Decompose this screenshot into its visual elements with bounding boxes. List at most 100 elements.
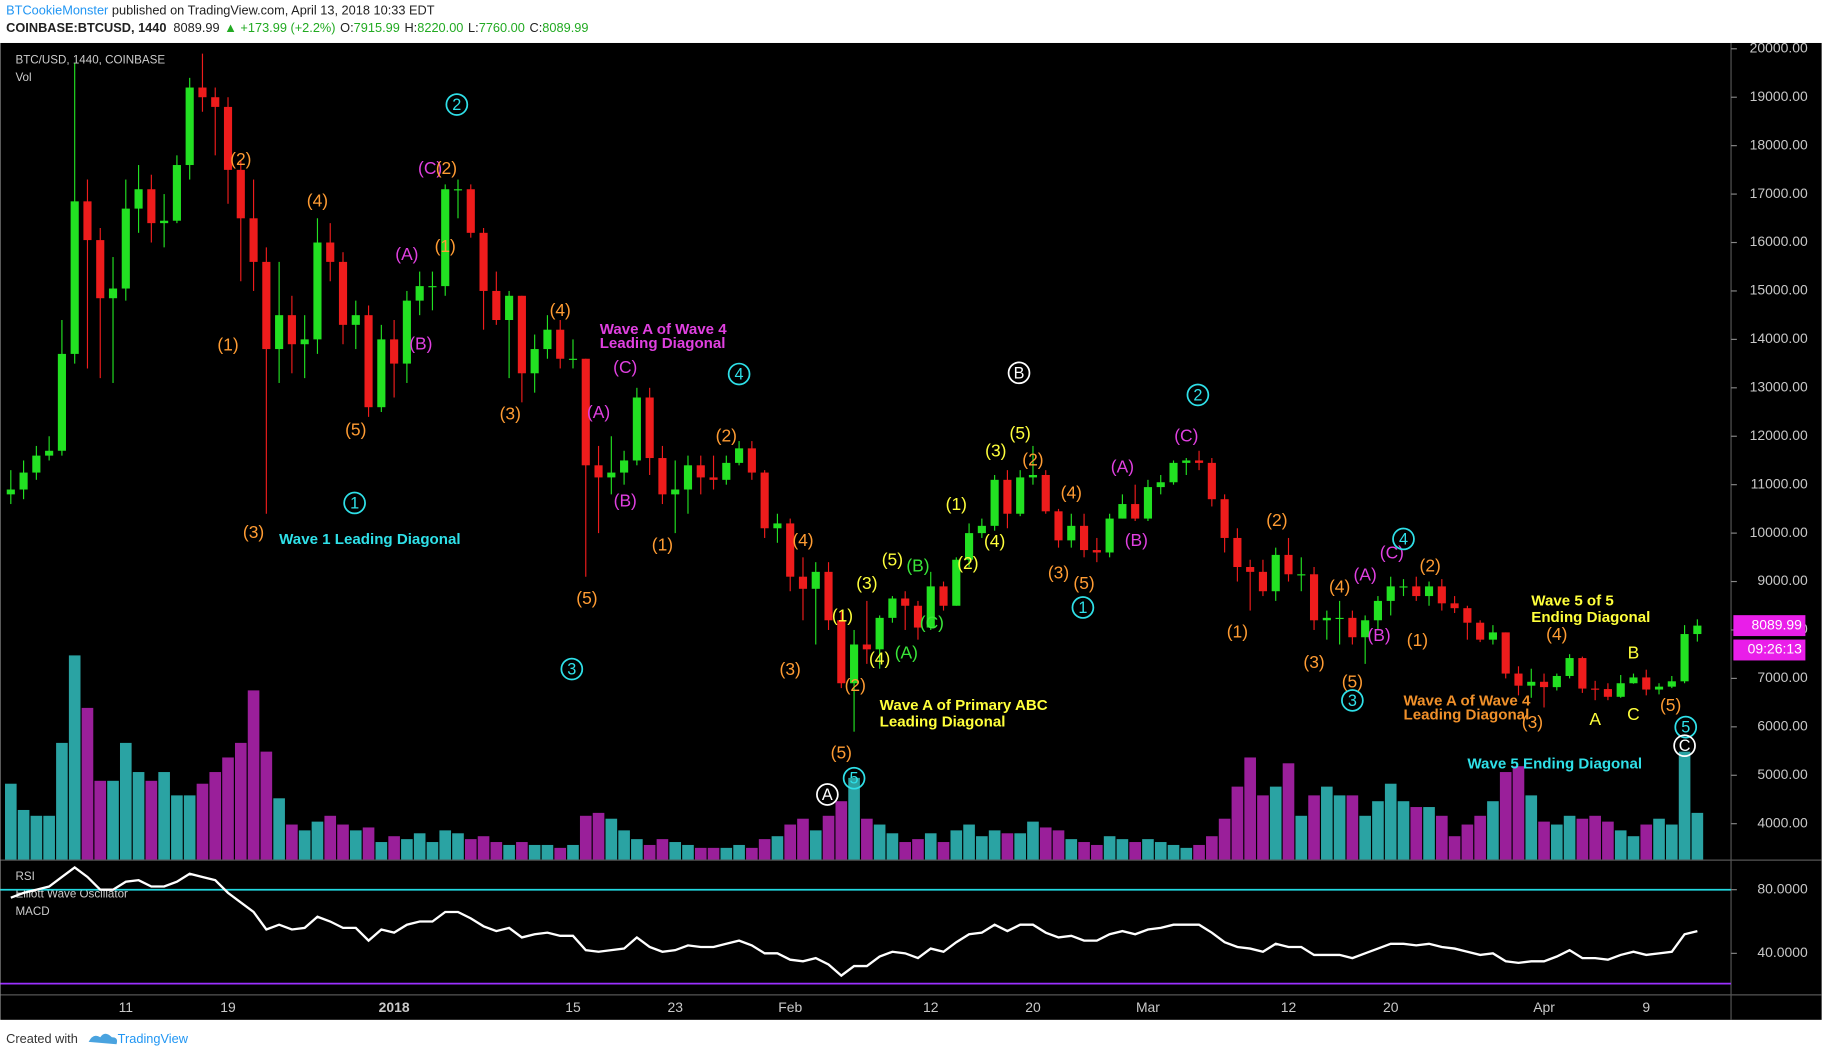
candle-body	[875, 617, 884, 650]
candle-body	[1654, 686, 1664, 690]
price-label: 8089.99	[1752, 616, 1803, 632]
wave-label: (4)	[1329, 576, 1350, 596]
volume-bar	[260, 751, 273, 860]
wave-label: C	[1679, 737, 1691, 755]
y-tick-label: 10000.00	[1750, 524, 1808, 540]
candle-body	[888, 598, 897, 618]
wave-label: (5)	[831, 742, 852, 762]
wave-circle	[343, 491, 366, 515]
candle-body	[671, 489, 680, 495]
volume-bar	[861, 818, 873, 860]
volume-bar	[1014, 833, 1026, 860]
wave-label: (3)	[780, 659, 801, 679]
volume-bar	[1129, 842, 1141, 860]
wave-label: (A)	[895, 643, 918, 663]
wave-label: (2)	[957, 553, 978, 573]
candle-body	[198, 87, 207, 98]
y-tick-label: 4000.00	[1757, 814, 1808, 830]
candle-body	[850, 644, 859, 684]
volume-bar	[273, 798, 285, 860]
wave-label: (B)	[1125, 530, 1148, 550]
candle-body	[1476, 622, 1485, 640]
y-tick-label: 14000.00	[1750, 330, 1808, 346]
volume-bar	[1346, 795, 1359, 860]
wave-label: (2)	[230, 149, 251, 169]
volume-bar	[950, 830, 963, 860]
candle-body	[1080, 525, 1089, 551]
wave-label: (A)	[1354, 565, 1377, 585]
ohlc-value: 7760.00	[479, 20, 525, 35]
y-tick-label: 6000.00	[1757, 718, 1808, 734]
volume-bar	[286, 824, 298, 860]
volume-bar	[1065, 839, 1078, 860]
candle-body	[1373, 600, 1383, 621]
wave-label: (2)	[716, 425, 737, 445]
wave-label: (2)	[1022, 450, 1043, 470]
wave-label: 4	[1399, 530, 1408, 548]
volume-bar	[209, 772, 222, 860]
volume-bar	[631, 839, 643, 860]
wave-label: 3	[567, 661, 576, 679]
volume-bar	[1653, 818, 1665, 860]
wave-circle	[1341, 689, 1364, 712]
candle-body	[1488, 632, 1497, 640]
volume-bar	[554, 847, 567, 860]
candle-body	[837, 620, 846, 684]
wave-label: (1)	[217, 335, 238, 355]
candle-body	[1565, 658, 1574, 676]
y-tick-label: 40.0000	[1757, 944, 1808, 960]
volume-bar	[886, 833, 899, 860]
volume-bar	[1206, 836, 1218, 860]
wave-label: (A)	[395, 244, 418, 264]
candle-body	[428, 286, 437, 288]
candle-body	[1335, 617, 1344, 620]
wave-circle	[560, 657, 584, 681]
candle-body	[1105, 518, 1114, 553]
volume-bar	[1001, 833, 1014, 860]
volume-bar	[94, 780, 107, 860]
wave-circle	[1007, 361, 1031, 385]
wave-label: (4)	[1061, 482, 1082, 502]
volume-bar	[452, 833, 464, 860]
ohlc-label: H:	[404, 20, 417, 35]
wave-label: (4)	[869, 648, 890, 668]
wave-label: (3)	[500, 403, 521, 423]
x-tick-label: 20	[1383, 999, 1399, 1015]
volume-bar	[733, 844, 745, 860]
countdown-box	[1733, 639, 1806, 661]
wave-circle	[1392, 527, 1415, 551]
author-link[interactable]: BTCookieMonster	[6, 3, 109, 18]
x-tick-label: 19	[220, 999, 236, 1015]
candle-body	[390, 339, 399, 364]
volume-bar	[324, 815, 337, 860]
candle-body	[466, 189, 475, 233]
volume-bar	[848, 777, 860, 860]
wave-label: (5)	[1010, 423, 1031, 443]
volume-bar	[68, 655, 81, 860]
candle-body	[939, 586, 948, 606]
volume-bar	[1627, 836, 1640, 860]
candle-body	[1450, 603, 1459, 609]
candle-body	[1437, 586, 1446, 604]
published-note: published on TradingView.com, April 13, …	[108, 3, 434, 18]
candle-body	[901, 598, 910, 606]
volume-bar	[413, 833, 426, 860]
y-tick-label: 16000.00	[1750, 233, 1808, 249]
footer-link[interactable]: TradingView	[118, 1031, 189, 1046]
candle-body	[338, 261, 348, 325]
candle-body	[913, 605, 923, 628]
candle-body	[1386, 586, 1395, 601]
volume-bar	[784, 824, 797, 860]
volume-bar	[1359, 815, 1371, 860]
candle-body	[275, 315, 284, 350]
volume-bar	[1499, 772, 1512, 860]
volume-bar	[1563, 815, 1576, 860]
volume-bar	[643, 844, 656, 860]
candle-body	[108, 288, 118, 299]
volume-bar	[362, 827, 375, 860]
wave-label: (4)	[307, 191, 328, 211]
candle-body	[1527, 681, 1536, 686]
wave-label: (C)	[613, 357, 637, 377]
candle-body	[121, 208, 130, 289]
candle-body	[313, 242, 322, 340]
